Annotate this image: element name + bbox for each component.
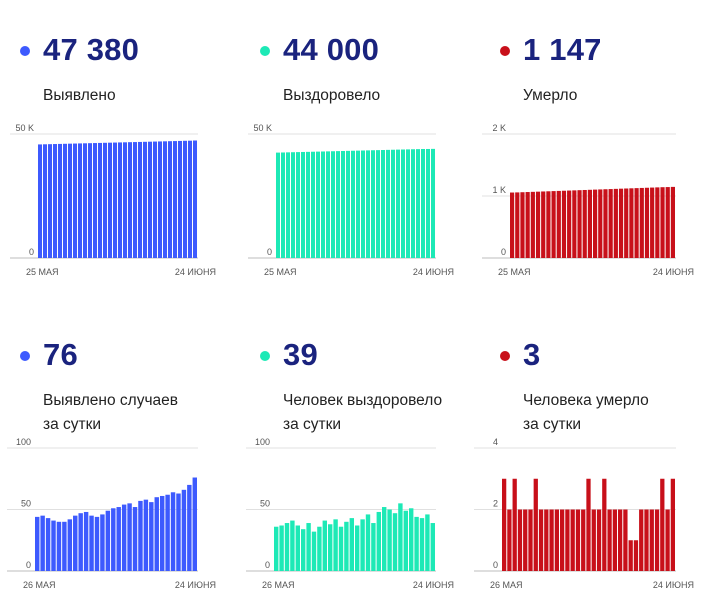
legend-dot-icon: [260, 351, 270, 361]
stat-label: Выявлено случаев за сутки: [43, 389, 178, 437]
panel-total-deaths: 1 147 Умерло: [480, 0, 720, 305]
stat-value: 39: [283, 337, 318, 372]
stat-label-line: Умерло: [523, 87, 578, 104]
stat-label-line: Выявлено: [43, 87, 116, 104]
stat-label-line: Человека умерло: [523, 392, 649, 409]
panel-total-recovered: 44 000 Выздоровело: [240, 0, 480, 305]
stat-label-line: за сутки: [283, 416, 342, 433]
legend-dot-icon: [500, 351, 510, 361]
legend-dot-icon: [20, 351, 30, 361]
legend-dot-icon: [500, 46, 510, 56]
stat-label: Человек выздоровело за сутки: [283, 389, 442, 437]
stat-value: 76: [43, 337, 78, 372]
stat-value: 44 000: [283, 32, 380, 67]
legend-dot-icon: [20, 46, 30, 56]
panel-daily-detected: 76 Выявлено случаев за сутки: [0, 305, 240, 610]
stat-value: 1 147: [523, 32, 602, 67]
legend-dot-icon: [260, 46, 270, 56]
stat-label: Человека умерло за сутки: [523, 389, 649, 437]
stat-label-line: Человек выздоровело: [283, 392, 443, 409]
stat-label: Выявлено: [43, 84, 116, 108]
stat-label: Умерло: [523, 84, 577, 108]
stat-label-line: за сутки: [523, 416, 582, 433]
stat-value: 3: [523, 337, 541, 372]
panel-daily-recovered: 39 Человек выздоровело за сутки: [240, 305, 480, 610]
panel-total-detected: 47 380 Выявлено: [0, 0, 240, 305]
stat-label: Выздоровело: [283, 84, 380, 108]
stat-label-line: Выздоровело: [283, 87, 381, 104]
stat-label-line: за сутки: [43, 416, 102, 433]
stat-value: 47 380: [43, 32, 140, 67]
stat-label-line: Выявлено случаев: [43, 392, 178, 409]
panel-daily-deaths: 3 Человека умерло за сутки: [480, 305, 720, 610]
